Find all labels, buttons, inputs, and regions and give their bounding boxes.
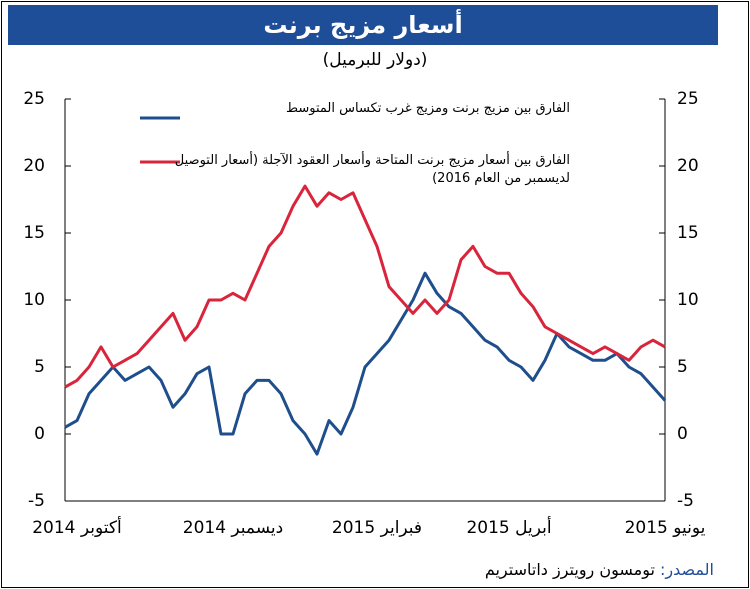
legend-label: الفارق بين أسعار مزيج برنت المتاحة وأسعا… xyxy=(174,153,570,186)
series-line xyxy=(64,271,667,456)
x-tick-label: أبريل 2015 xyxy=(466,516,551,538)
series-line xyxy=(64,184,666,389)
y-tick-label: 0 xyxy=(34,424,45,444)
source-label: المصدر: xyxy=(660,560,714,579)
y-tick-label: 15 xyxy=(23,223,45,243)
y2-tick-label: 25 xyxy=(677,89,699,109)
x-tick-label: فبراير 2015 xyxy=(332,518,422,538)
y-tick-label: 10 xyxy=(23,290,45,310)
y2-tick-label: 10 xyxy=(677,290,699,310)
x-tick-label: يونيو 2015 xyxy=(625,518,706,538)
legend-label: الفارق بين مزيج برنت ومزيج غرب تكساس الم… xyxy=(286,101,570,116)
source-text: تومسون رويترز داتاستريم xyxy=(484,560,655,579)
y2-tick-label: 0 xyxy=(677,424,688,444)
y2-tick-label: -5 xyxy=(677,491,694,511)
x-tick-label: ديسمبر 2014 xyxy=(183,518,283,538)
y-tick-label: 25 xyxy=(23,89,45,109)
y2-tick-label: 20 xyxy=(677,156,699,176)
y2-tick-label: 15 xyxy=(677,223,699,243)
x-tick-label: أكتوبر 2014 xyxy=(32,516,122,538)
y-tick-label: 20 xyxy=(23,156,45,176)
legend-entry: الفارق بين أسعار مزيج برنت المتاحة وأسعا… xyxy=(150,152,570,188)
y-tick-label: -5 xyxy=(28,491,45,511)
legend-entry: الفارق بين مزيج برنت ومزيج غرب تكساس الم… xyxy=(150,100,570,118)
chart-title: أسعار مزيج برنت xyxy=(8,5,718,45)
chart-subtitle: (دولار للبرميل) xyxy=(322,50,428,70)
y-tick-label: 5 xyxy=(34,357,45,377)
y2-tick-label: 5 xyxy=(677,357,688,377)
source: المصدر: تومسون رويترز داتاستريم xyxy=(485,560,714,579)
